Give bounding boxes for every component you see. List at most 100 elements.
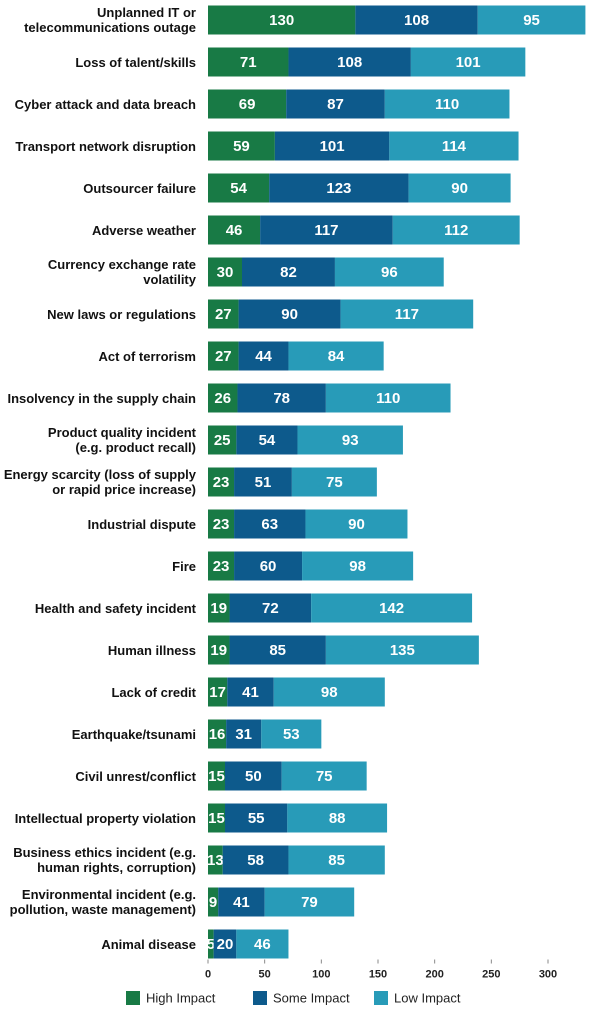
value-label: 101 [456, 54, 481, 71]
value-label: 110 [435, 96, 459, 113]
value-label: 72 [262, 600, 279, 617]
value-label: 135 [390, 642, 415, 659]
bar-segment [225, 761, 282, 791]
category-label: Industrial dispute [87, 516, 196, 532]
bar-segment [334, 257, 444, 287]
category-label: Human illness [107, 642, 196, 658]
bar-segment [208, 677, 228, 707]
value-label: 114 [442, 138, 467, 155]
value-label: 90 [451, 180, 468, 197]
bar-segment [355, 5, 478, 35]
bar-segment [208, 803, 225, 833]
value-label: 23 [213, 558, 230, 575]
value-label: 46 [226, 222, 243, 239]
value-label: 59 [233, 138, 250, 155]
value-label: 117 [395, 306, 419, 323]
bar-segment [297, 425, 403, 455]
value-label: 117 [314, 222, 338, 239]
bar-segment [269, 173, 409, 203]
bar-segment [208, 131, 275, 161]
value-label: 26 [214, 390, 231, 407]
bar-segment [234, 551, 303, 581]
category-label: Unplanned IT or telecommunications outag… [24, 5, 196, 35]
bar-segment [238, 341, 289, 371]
value-label: 19 [210, 642, 227, 659]
value-label: 78 [273, 390, 290, 407]
bar-segment [208, 635, 230, 665]
category-label: Outsourcer failure [83, 180, 196, 196]
legend-swatch [126, 991, 140, 1005]
category-label: New laws or regulations [47, 306, 196, 322]
bar-segment [208, 215, 261, 245]
bar-segment [208, 929, 214, 959]
value-label: 98 [321, 684, 338, 701]
legend-swatch [374, 991, 388, 1005]
bar-segment [288, 341, 384, 371]
category-label: Fire [172, 558, 196, 574]
value-label: 15 [208, 768, 225, 785]
category-label: Loss of talent/skills [75, 54, 196, 70]
value-label: 44 [255, 348, 272, 365]
legend-swatch [253, 991, 267, 1005]
value-label: 58 [247, 852, 264, 869]
bar-segment [225, 803, 288, 833]
value-label: 130 [269, 12, 294, 29]
value-label: 15 [208, 810, 225, 827]
bar-segment [213, 929, 237, 959]
legend-label: Some Impact [273, 990, 350, 1005]
bar-segment [264, 887, 355, 917]
value-label: 82 [280, 264, 297, 281]
bar-segment [208, 467, 235, 497]
category-label: Product quality incident (e.g. product r… [47, 425, 196, 455]
value-label: 41 [242, 684, 259, 701]
bar-segment [302, 551, 414, 581]
bar-segment [291, 467, 377, 497]
x-tick-label: 150 [369, 968, 387, 980]
x-tick-label: 300 [539, 968, 557, 980]
bar-segment [234, 467, 292, 497]
category-label: Health and safety incident [34, 600, 196, 616]
bar-segment [208, 341, 239, 371]
bar-segment [234, 509, 306, 539]
value-label: 79 [301, 894, 318, 911]
value-label: 50 [245, 768, 262, 785]
value-label: 85 [269, 642, 286, 659]
bar-segment [281, 761, 367, 791]
bar-segment [208, 173, 270, 203]
category-label: Energy scarcity (loss of supply or rapid… [3, 467, 196, 497]
value-label: 142 [379, 600, 404, 617]
value-label: 85 [328, 852, 345, 869]
value-label: 5 [207, 936, 215, 953]
value-label: 95 [523, 12, 540, 29]
value-label: 54 [259, 432, 276, 449]
value-label: 55 [248, 810, 265, 827]
value-label: 75 [326, 474, 343, 491]
value-label: 27 [215, 348, 232, 365]
value-label: 96 [381, 264, 398, 281]
bar-segment [311, 593, 473, 623]
value-label: 123 [326, 180, 351, 197]
bar-segment [208, 845, 223, 875]
bar-segment [288, 845, 385, 875]
category-label: Animal disease [101, 936, 196, 952]
bar-segment [226, 719, 262, 749]
value-label: 23 [213, 516, 230, 533]
x-tick-label: 50 [259, 968, 271, 980]
value-label: 108 [337, 54, 362, 71]
value-label: 87 [327, 96, 344, 113]
bar-segment [389, 131, 519, 161]
bar-segment [242, 257, 335, 287]
legend-label: High Impact [146, 990, 216, 1005]
bar-segment [208, 47, 289, 77]
value-label: 98 [349, 558, 366, 575]
category-label: Adverse weather [91, 222, 196, 238]
bar-segment [305, 509, 408, 539]
value-label: 75 [316, 768, 333, 785]
value-label: 19 [210, 600, 227, 617]
bar-segment [208, 509, 235, 539]
category-label: Currency exchange rate volatility [47, 257, 196, 287]
bar-segment [340, 299, 474, 329]
bar-segment [392, 215, 520, 245]
bar-segment [408, 173, 511, 203]
